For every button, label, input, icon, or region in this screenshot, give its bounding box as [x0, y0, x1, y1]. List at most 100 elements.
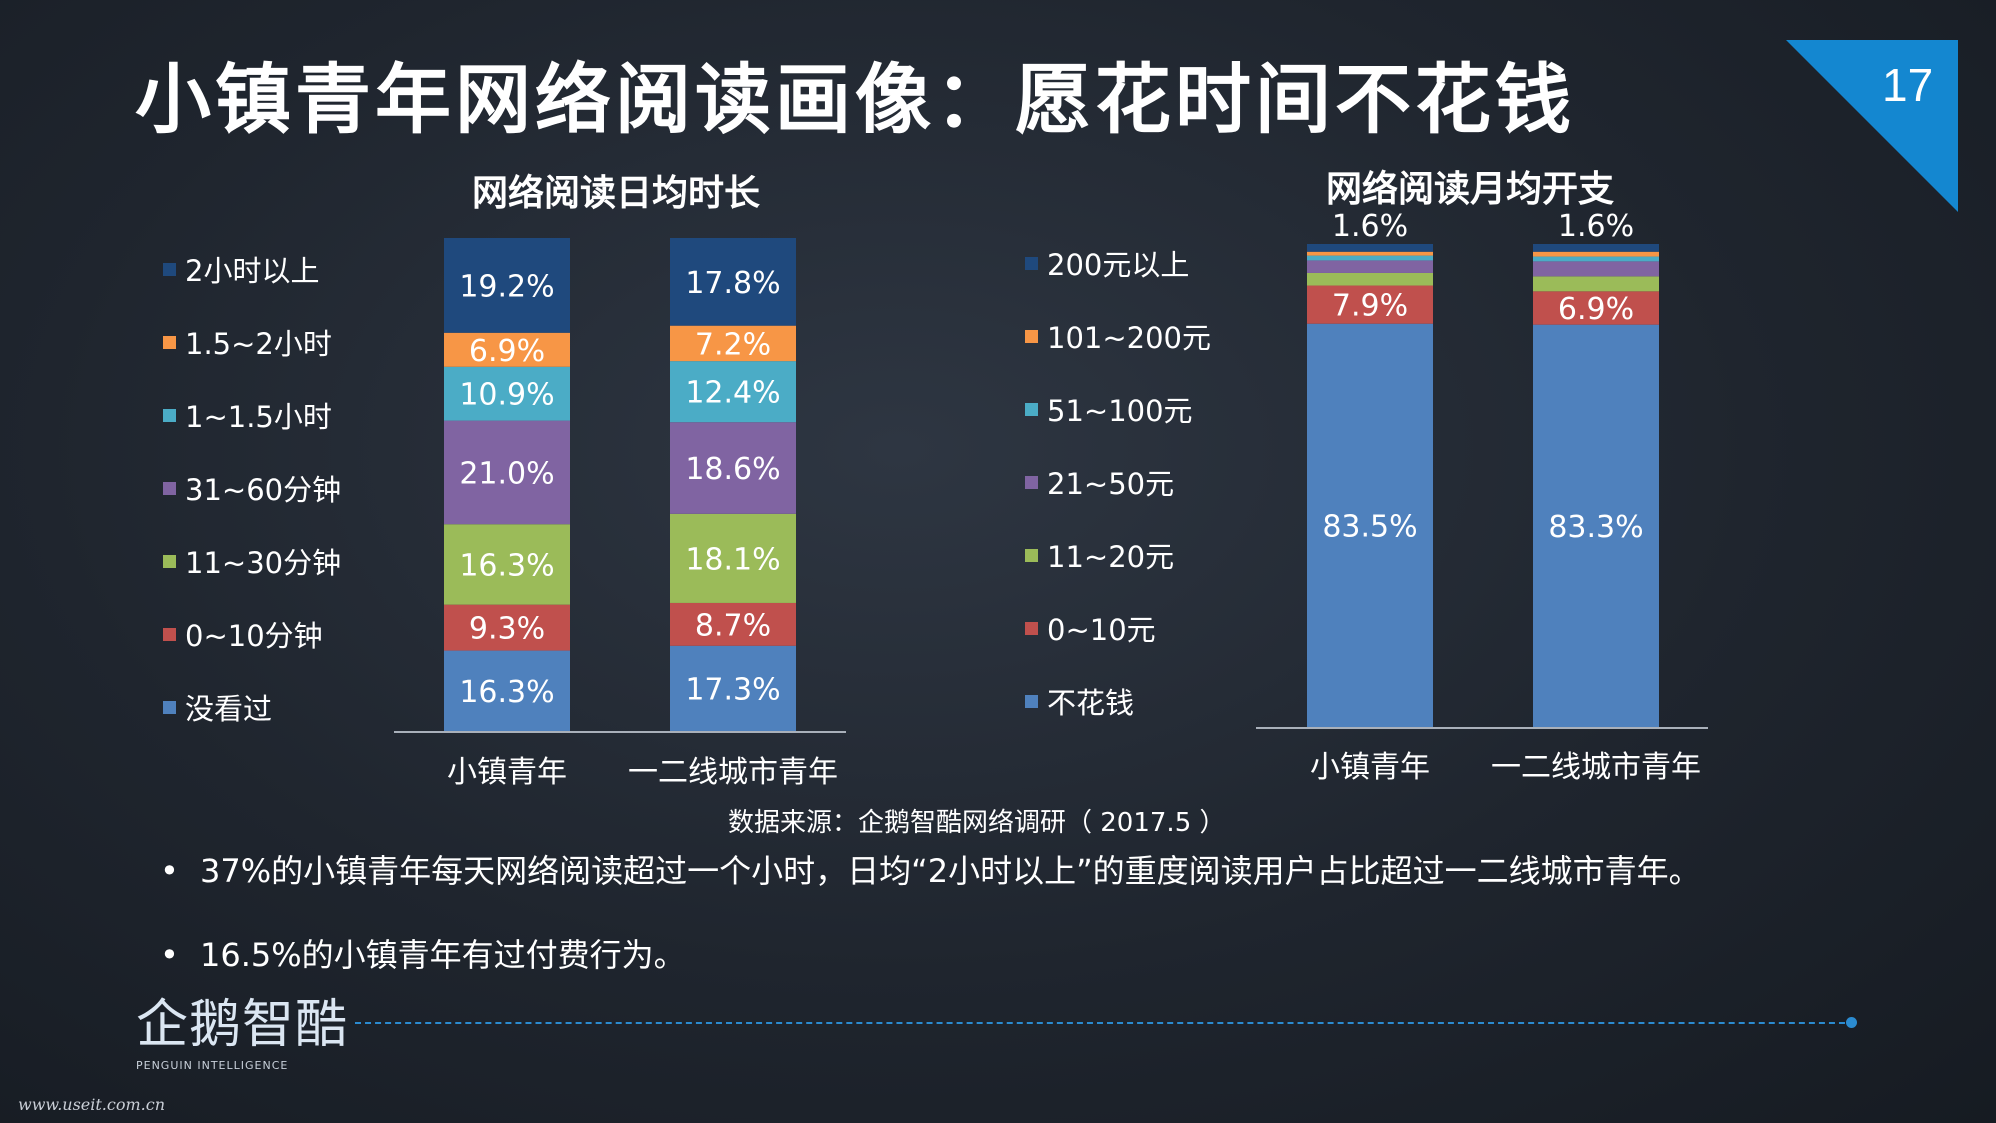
legend-item: 0~10元: [1025, 607, 1156, 649]
chart2-bar-segment: [1307, 244, 1433, 252]
page-number: 17: [1882, 59, 1934, 111]
chart1-bar-segment: [670, 645, 796, 731]
bullet-1: • 37%的小镇青年每天网络阅读超过一个小时，日均“2小时以上”的重度阅读用户占比…: [160, 846, 1701, 892]
legend-swatch: [1025, 402, 1038, 416]
chart1-data-label: 10.9%: [459, 378, 554, 413]
chart2-bar-segment: [1307, 323, 1433, 727]
legend-item: 没看过: [163, 686, 272, 728]
chart2-data-label: 83.3%: [1548, 510, 1643, 545]
chart1-data-label: 7.2%: [695, 327, 771, 362]
chart1-data-label: 16.3%: [459, 548, 554, 583]
legend-swatch: [1025, 256, 1038, 270]
legend-label: 31~60分钟: [185, 473, 342, 507]
legend-item: 101~200元: [1025, 315, 1211, 357]
bullet-dot: •: [160, 852, 179, 890]
chart2-data-label: 7.9%: [1332, 289, 1408, 324]
brand-subtitle: PENGUIN INTELLIGENCE: [136, 1059, 289, 1072]
chart1-data-label: 18.1%: [685, 542, 780, 577]
chart2-bar-segment: [1533, 256, 1659, 262]
brand-name: 企鹅智酷: [136, 995, 349, 1055]
chart1-bar-segment: [444, 524, 570, 605]
legend-label: 11~20元: [1047, 540, 1175, 574]
chart1-bar-segment: [670, 513, 796, 603]
chart1-data-label: 9.3%: [469, 612, 545, 647]
watermark: www.useit.com.cn: [18, 1095, 166, 1114]
chart2-bar-segment: [1533, 251, 1659, 257]
slide-title: 小镇青年网络阅读画像：愿花时间不花钱: [135, 55, 1575, 144]
legend-item: 1~1.5小时: [163, 394, 332, 436]
legend-label: 1.5~2小时: [185, 327, 332, 361]
legend-swatch: [163, 408, 176, 422]
legend-swatch: [163, 554, 176, 568]
chart1-data-label: 21.0%: [459, 456, 554, 491]
legend-label: 不花钱: [1047, 686, 1135, 720]
chart2-bar-segment: [1307, 272, 1433, 286]
legend-swatch: [1025, 329, 1038, 343]
bullet-2: • 16.5%的小镇青年有过付费行为。: [160, 930, 686, 976]
chart1-data-label: 8.7%: [695, 608, 771, 643]
legend-label: 21~50元: [1047, 467, 1175, 501]
chart2-data-label: 6.9%: [1558, 292, 1634, 327]
legend-label: 51~100元: [1047, 394, 1193, 428]
chart1-title: 网络阅读日均时长: [472, 173, 761, 214]
corner-triangle-shape: [1786, 40, 1958, 212]
chart2-bar-segment: [1533, 291, 1659, 325]
chart1-bar-segment: [670, 238, 796, 326]
legend-swatch: [163, 262, 176, 276]
chart1-bar-segment: [670, 325, 796, 362]
chart1-category-label: 一二线城市青年: [628, 755, 838, 790]
chart2-bar-segment: [1533, 244, 1659, 252]
chart1-bar-segment: [444, 420, 570, 525]
chart1-bar-segment: [670, 602, 796, 646]
legend-item: 200元以上: [1025, 242, 1189, 284]
chart2-data-label: 83.5%: [1322, 509, 1417, 544]
chart2-bar-segment: [1533, 276, 1659, 292]
source-note: 数据来源：企鹅智酷网络调研（ 2017.5 ）: [728, 808, 1226, 838]
corner-triangle: [1786, 40, 1958, 212]
legend-swatch: [1025, 694, 1038, 708]
legend-label: 0~10元: [1047, 613, 1156, 647]
legend-swatch: [1025, 548, 1038, 562]
footer-dashed-line: [355, 1022, 1855, 1024]
chart2-bar-segment: [1307, 260, 1433, 273]
legend-item: 2小时以上: [163, 248, 319, 290]
legend-item: 51~100元: [1025, 388, 1193, 430]
chart1-bar-segment: [444, 366, 570, 421]
legend-swatch: [1025, 475, 1038, 489]
legend-item: 21~50元: [1025, 461, 1174, 503]
chart2-category-label: 一二线城市青年: [1491, 750, 1701, 785]
chart1-data-label: 18.6%: [685, 452, 780, 487]
chart2-category-label: 小镇青年: [1310, 750, 1430, 785]
chart1-bar-segment: [670, 361, 796, 423]
legend-label: 没看过: [185, 692, 273, 726]
legend-swatch: [163, 481, 176, 495]
legend-label: 101~200元: [1047, 321, 1212, 355]
bullet-2-text: 16.5%的小镇青年有过付费行为。: [200, 936, 686, 974]
chart2-bar-segment: [1533, 324, 1659, 727]
chart2-data-label: 1.6%: [1332, 209, 1408, 244]
chart2-bar-segment: [1307, 255, 1433, 261]
chart1-category-label: 小镇青年: [447, 755, 567, 790]
brand-logo: 企鹅智酷 PENGUIN INTELLIGENCE: [136, 982, 348, 1072]
chart1-bar-segment: [444, 650, 570, 731]
bullet-1-text: 37%的小镇青年每天网络阅读超过一个小时，日均“2小时以上”的重度阅读用户占比超…: [200, 852, 1701, 890]
legend-swatch: [163, 700, 176, 714]
chart2-bar-segment: [1307, 251, 1433, 256]
chart1-bar-segment: [444, 332, 570, 367]
chart1-data-label: 16.3%: [459, 675, 554, 710]
legend-item: 0~10分钟: [163, 613, 323, 655]
legend-swatch: [163, 335, 176, 349]
chart2-data-label: 1.6%: [1558, 209, 1634, 244]
legend-label: 1~1.5小时: [185, 400, 332, 434]
legend-label: 0~10分钟: [185, 619, 323, 653]
chart1-bar-segment: [670, 422, 796, 514]
chart1-data-label: 19.2%: [459, 269, 554, 304]
chart1-data-label: 17.8%: [685, 266, 780, 301]
chart2-bar-segment: [1307, 285, 1433, 324]
legend-item: 31~60分钟: [163, 467, 341, 509]
legend-label: 11~30分钟: [185, 546, 342, 580]
bullet-dot: •: [160, 936, 179, 974]
chart1-data-label: 12.4%: [685, 376, 780, 411]
